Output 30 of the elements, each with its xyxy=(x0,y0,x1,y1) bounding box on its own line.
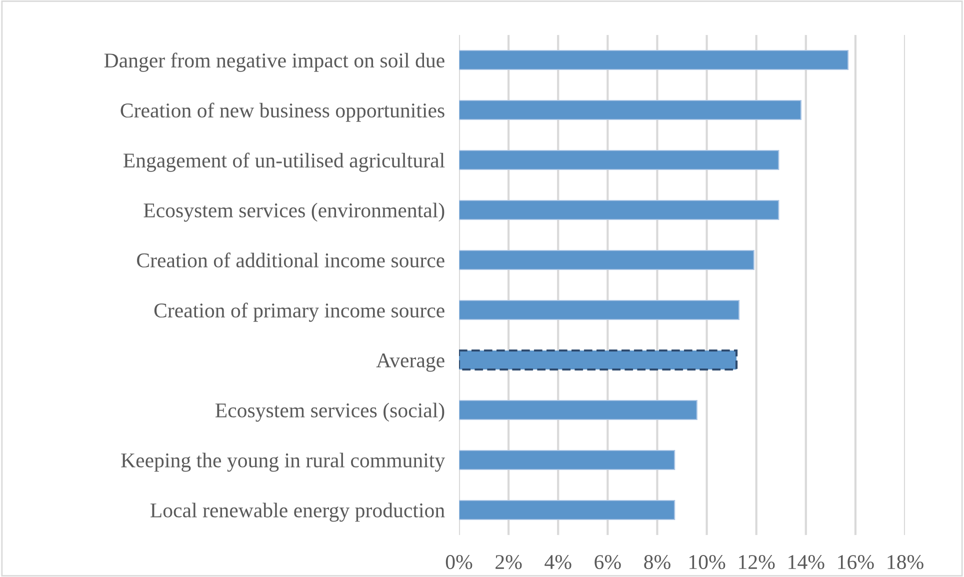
bar xyxy=(459,200,780,220)
bar xyxy=(459,150,780,170)
bar xyxy=(459,100,802,120)
bar xyxy=(459,349,738,371)
y-tick-label: Average xyxy=(376,353,444,372)
bar xyxy=(459,300,740,320)
y-tick-label: Creation of primary income source xyxy=(154,302,444,322)
x-tick-label: 0% xyxy=(446,555,472,570)
x-tick-label: 10% xyxy=(690,555,726,570)
x-tick-label: 14% xyxy=(788,555,824,570)
x-tick-label: 2% xyxy=(496,555,522,570)
bar xyxy=(459,400,698,420)
x-tick-label: 8% xyxy=(644,555,670,570)
x-tick-label: 18% xyxy=(888,555,924,570)
y-tick-label: Ecosystem services (environmental) xyxy=(144,202,444,222)
y-tick-label: Keeping the young in rural community xyxy=(121,452,446,472)
x-tick-label: 6% xyxy=(594,555,621,570)
bar xyxy=(459,450,676,470)
bar xyxy=(459,500,676,520)
bar xyxy=(459,50,849,70)
bar xyxy=(459,250,754,270)
x-tick-label: 16% xyxy=(838,555,874,570)
y-tick-label: Creation of additional income source xyxy=(137,252,444,268)
x-tick-label: 4% xyxy=(544,555,572,570)
y-tick-label: Danger from negative impact on soil due xyxy=(104,52,444,72)
x-tick-label: 12% xyxy=(739,555,775,570)
y-tick-label: Local renewable energy production xyxy=(150,502,445,522)
y-tick-label: Ecosystem services (social) xyxy=(215,402,444,422)
y-tick-label: Creation of new business opportunities xyxy=(120,102,444,122)
y-tick-label: Engagement of un-utilised agricultural xyxy=(123,152,445,172)
